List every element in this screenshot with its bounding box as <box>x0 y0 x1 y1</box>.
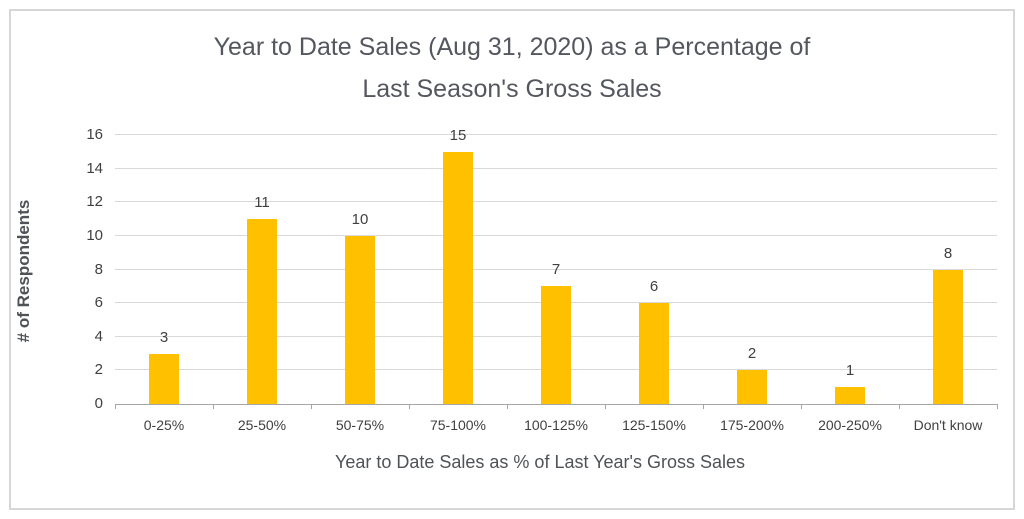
bar-value-label: 2 <box>747 345 757 363</box>
y-tick-label: 8 <box>94 260 103 278</box>
bar-value-label: 15 <box>449 126 467 144</box>
bar <box>933 269 963 404</box>
x-axis-tick-mark <box>409 404 410 409</box>
gridline <box>115 268 997 270</box>
x-axis-tick-mark <box>899 404 900 409</box>
x-tick-label: 200-250% <box>818 417 882 433</box>
y-tick-label: 0 <box>94 395 103 412</box>
bar-value-label: 1 <box>845 362 855 380</box>
gridline <box>115 201 997 203</box>
x-tick-label: 125-150% <box>622 417 686 433</box>
x-axis-tick-mark <box>703 404 704 409</box>
bar <box>835 387 865 404</box>
bar-value-label: 7 <box>551 261 561 279</box>
y-tick-label: 14 <box>86 159 103 177</box>
bar <box>639 303 669 404</box>
plot-area: 3 11 10 15 7 6 2 1 8 <box>115 127 997 405</box>
bar-value-label: 8 <box>943 244 953 262</box>
gridline <box>115 134 997 135</box>
x-axis-tick-mark <box>801 404 802 409</box>
x-tick-label: 175-200% <box>720 417 784 433</box>
bar-value-label: 6 <box>649 278 659 296</box>
bar <box>149 353 179 404</box>
x-tick-label: 100-125% <box>524 417 588 433</box>
gridline <box>115 167 997 169</box>
y-axis-title: # of Respondents <box>14 199 33 343</box>
bar-value-label: 3 <box>159 328 169 346</box>
bar <box>541 286 571 404</box>
x-tick-label: 75-100% <box>429 417 487 433</box>
x-tick-label: 0-25% <box>143 417 185 433</box>
x-tick-label: 25-50% <box>237 417 287 433</box>
x-axis-tick-mark <box>311 404 312 409</box>
y-tick-label: 4 <box>94 327 103 345</box>
y-tick-label: 12 <box>86 193 103 211</box>
chart-title-line-2: Last Season's Gross Sales <box>362 75 662 103</box>
bar <box>443 151 473 404</box>
chart-title: Year to Date Sales (Aug 31, 2020) as a P… <box>0 26 1024 110</box>
bar-value-label: 11 <box>254 194 270 212</box>
bar <box>247 219 277 404</box>
bar-value-label: 10 <box>351 210 369 228</box>
x-axis-tick-mark <box>605 404 606 409</box>
y-tick-label: 10 <box>86 226 103 244</box>
x-axis-tick-mark <box>997 404 998 409</box>
x-axis-tick-mark <box>507 404 508 409</box>
x-axis-tick-mark <box>115 404 116 409</box>
bar <box>345 235 375 404</box>
x-tick-label: 50-75% <box>335 417 385 433</box>
x-axis-tick-mark <box>213 404 214 409</box>
bar <box>737 370 767 404</box>
gridline <box>115 234 997 236</box>
y-tick-label: 2 <box>94 361 103 379</box>
x-tick-label: Don't know <box>913 417 983 433</box>
y-tick-label: 6 <box>94 294 103 312</box>
chart-title-line-1: Year to Date Sales (Aug 31, 2020) as a P… <box>213 33 811 61</box>
y-tick-label: 16 <box>86 126 103 143</box>
x-axis-title: Year to Date Sales as % of Last Year's G… <box>334 452 745 472</box>
